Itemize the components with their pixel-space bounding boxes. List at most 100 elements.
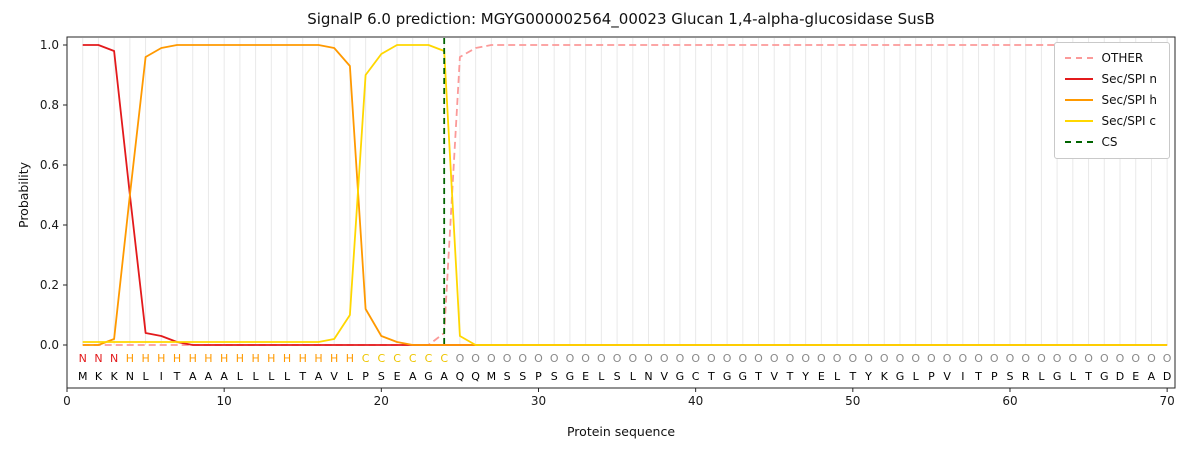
sequence-letter: Y xyxy=(864,370,872,383)
region-label-letter: O xyxy=(644,352,653,365)
sequence-letter: E xyxy=(1132,370,1139,383)
region-label-letter: O xyxy=(628,352,637,365)
sequence-letter: C xyxy=(692,370,700,383)
sequence-letter: T xyxy=(707,370,715,383)
series-line-OTHER xyxy=(82,44,1168,346)
region-label-letter: O xyxy=(1163,352,1172,365)
sequence-letter: L xyxy=(1038,370,1045,383)
region-label-letter: O xyxy=(786,352,795,365)
region-label-letter: H xyxy=(314,352,322,365)
region-label-letter: H xyxy=(267,352,275,365)
region-label-letter: N xyxy=(94,352,102,365)
sequence-letter: P xyxy=(535,370,542,383)
region-label-letter: O xyxy=(1131,352,1140,365)
sequence-letter: T xyxy=(974,370,982,383)
region-label-letter: H xyxy=(283,352,291,365)
legend-line-swatch xyxy=(1064,57,1093,59)
legend-item-label: Sec/SPI n xyxy=(1101,72,1157,86)
sequence-letter: L xyxy=(143,370,150,383)
region-label-letter: O xyxy=(566,352,575,365)
region-label-letter: O xyxy=(974,352,983,365)
region-label-letter: O xyxy=(1084,352,1093,365)
region-label-letter: O xyxy=(896,352,905,365)
region-label-letter: O xyxy=(738,352,747,365)
region-label-letter: O xyxy=(1100,352,1109,365)
y-tick-label: 0.0 xyxy=(40,338,59,352)
sequence-letter: G xyxy=(566,370,575,383)
sequence-letter: D xyxy=(1116,370,1124,383)
sequence-letter: T xyxy=(173,370,181,383)
sequence-letter: G xyxy=(1053,370,1062,383)
legend-item-label: Sec/SPI c xyxy=(1101,114,1156,128)
region-label-letter: O xyxy=(613,352,622,365)
x-tick-label: 60 xyxy=(1002,394,1017,408)
axes-box xyxy=(66,36,1176,389)
region-label-letter: O xyxy=(456,352,465,365)
region-label-letter: O xyxy=(1006,352,1015,365)
sequence-letter: I xyxy=(961,370,964,383)
x-tick-label: 40 xyxy=(688,394,703,408)
legend-line-swatch xyxy=(1064,120,1093,122)
region-label-letter: H xyxy=(173,352,181,365)
sequence-letter: P xyxy=(991,370,998,383)
sequence-letter: D xyxy=(1163,370,1171,383)
legend-item-sec-spi-n: Sec/SPI n xyxy=(1064,72,1157,86)
sequence-letter: L xyxy=(913,370,920,383)
region-label-letter: H xyxy=(157,352,165,365)
sequence-letter: G xyxy=(896,370,905,383)
region-label-letter: O xyxy=(707,352,716,365)
legend-item-sec-spi-c: Sec/SPI c xyxy=(1064,114,1157,128)
sequence-letter: A xyxy=(409,370,417,383)
x-tick-label: 50 xyxy=(845,394,860,408)
region-label-letter: O xyxy=(691,352,700,365)
region-label-letter: O xyxy=(581,352,590,365)
sequence-letter: E xyxy=(818,370,825,383)
sequence-letter: A xyxy=(315,370,323,383)
series-line-Sec/SPI c xyxy=(82,44,1168,346)
sequence-letter: G xyxy=(739,370,748,383)
region-label-letter: O xyxy=(958,352,967,365)
sequence-letter: N xyxy=(126,370,134,383)
x-tick-label: 10 xyxy=(217,394,232,408)
legend: OTHER Sec/SPI n Sec/SPI h Sec/SPI c CS xyxy=(1053,42,1170,159)
region-label-letter: C xyxy=(440,352,448,365)
region-label-letter: N xyxy=(79,352,87,365)
sequence-letter: A xyxy=(440,370,448,383)
sequence-letter: S xyxy=(504,370,511,383)
sequence-letter: T xyxy=(786,370,794,383)
sequence-letter: L xyxy=(834,370,841,383)
legend-line-swatch xyxy=(1064,141,1093,143)
region-label-letter: H xyxy=(299,352,307,365)
region-label-letter: O xyxy=(1021,352,1030,365)
region-label-letter: O xyxy=(503,352,512,365)
sequence-letter: M xyxy=(78,370,88,383)
x-axis-label: Protein sequence xyxy=(566,424,676,439)
region-label-letter: O xyxy=(1037,352,1046,365)
sequence-letter: E xyxy=(394,370,401,383)
region-label-letter: O xyxy=(550,352,559,365)
region-label-letter: O xyxy=(1147,352,1156,365)
region-label-letter: O xyxy=(487,352,496,365)
sequence-letter: E xyxy=(582,370,589,383)
region-label-letter: O xyxy=(880,352,889,365)
sequence-letter: T xyxy=(754,370,762,383)
chart-title: SignalP 6.0 prediction: MGYG000002564_00… xyxy=(307,10,935,28)
sequence-letter: T xyxy=(1084,370,1092,383)
sequence-letter: T xyxy=(848,370,856,383)
sequence-letter: L xyxy=(284,370,291,383)
x-tick-label: 0 xyxy=(63,394,71,408)
region-label-letter: C xyxy=(425,352,433,365)
sequence-letter: L xyxy=(1070,370,1077,383)
sequence-letter: G xyxy=(424,370,433,383)
sequence-letter: Q xyxy=(456,370,465,383)
legend-item-sec-spi-h: Sec/SPI h xyxy=(1064,93,1157,107)
region-label-letter: C xyxy=(409,352,417,365)
legend-line-swatch xyxy=(1064,78,1093,80)
region-label-letter: O xyxy=(833,352,842,365)
sequence-letter: L xyxy=(630,370,637,383)
legend-item-other: OTHER xyxy=(1064,51,1157,65)
sequence-letter: V xyxy=(330,370,338,383)
sequence-letter: A xyxy=(189,370,197,383)
y-tick-label: 0.4 xyxy=(40,218,59,232)
region-label-letter: H xyxy=(204,352,212,365)
